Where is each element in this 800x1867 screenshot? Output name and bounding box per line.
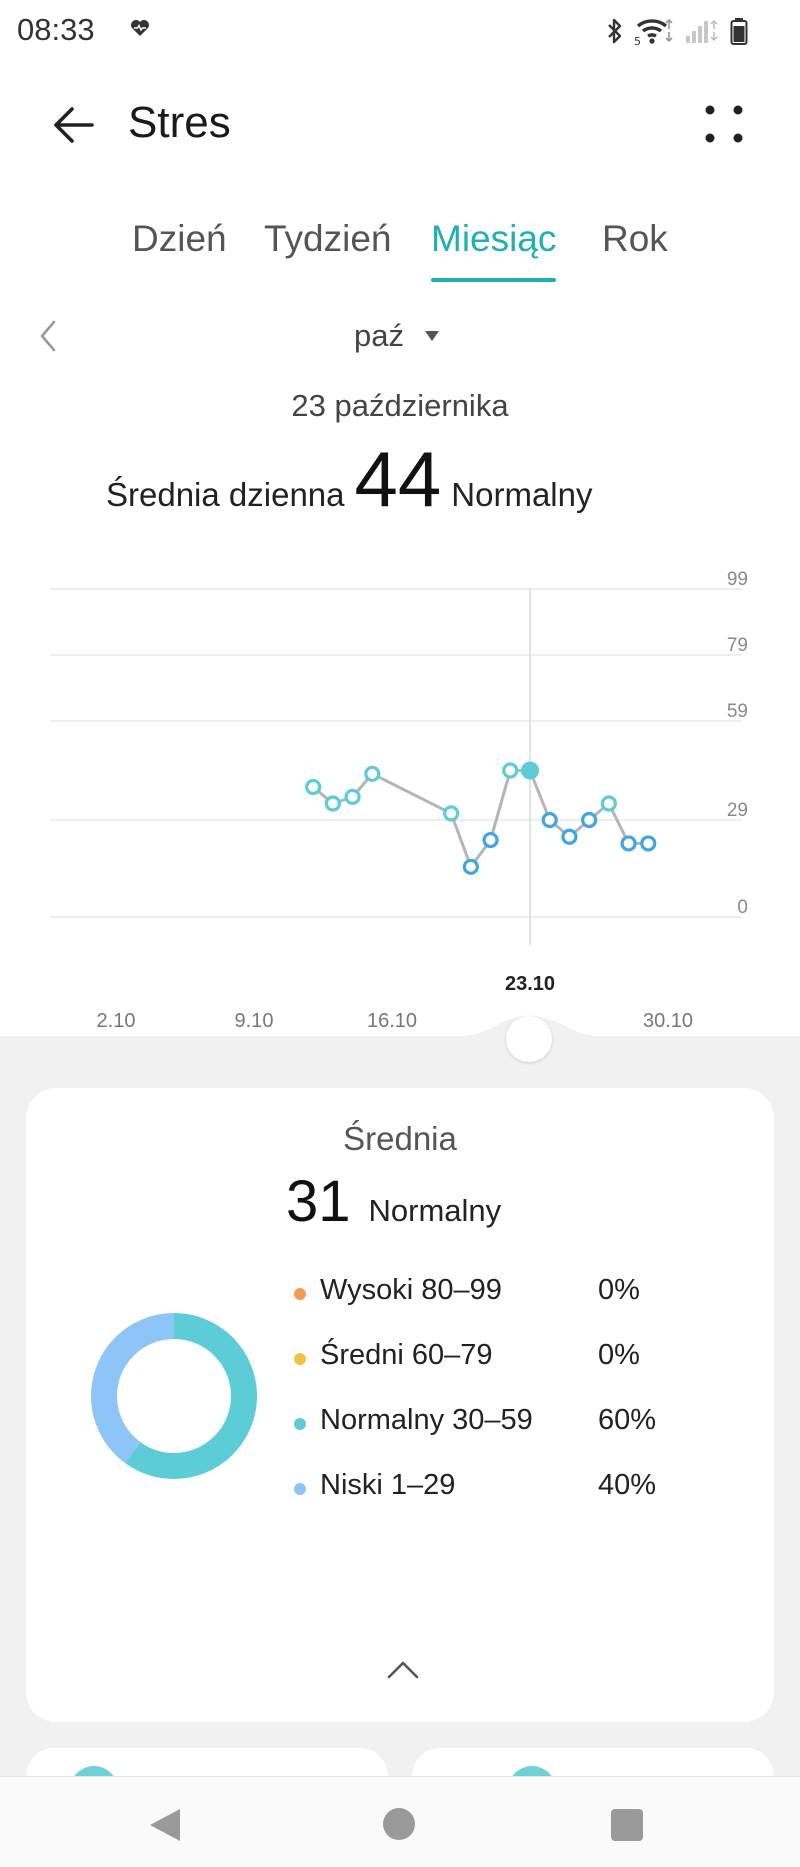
date-slider-handle[interactable] [506, 1016, 552, 1062]
signal-icon [686, 19, 718, 43]
period-label[interactable]: paź [354, 318, 404, 353]
legend-dot-medium [294, 1353, 306, 1365]
daily-average: Średnia dzienna 44 Normalny [106, 440, 592, 518]
arrow-left-icon[interactable] [48, 98, 104, 154]
legend-label: Średni 60–79 [320, 1339, 493, 1371]
data-point [364, 765, 381, 782]
summary-status: Normalny [368, 1193, 502, 1228]
legend-label: Wysoki 80–99 [320, 1274, 502, 1306]
y-tick-label: 29 [727, 800, 748, 821]
legend-label: Niski 1–29 [320, 1469, 456, 1501]
battery-icon [730, 18, 748, 45]
donut-segment [91, 1313, 257, 1479]
data-point [600, 795, 617, 812]
data-point [640, 835, 657, 852]
stress-line-chart[interactable]: 99 79 59 29 0 2.10 9.10 16.10 30.10 23.10 [0, 560, 800, 1040]
summary-title: Średnia [343, 1120, 457, 1157]
data-point-selected [521, 761, 539, 780]
summary-average: 31 Normalny [286, 1168, 501, 1235]
tab-week[interactable]: Tydzień [264, 218, 392, 259]
legend-percent: 40% [598, 1469, 657, 1501]
nav-home-icon[interactable] [383, 1808, 415, 1840]
x-tick-label: 2.10 [97, 1010, 136, 1032]
data-point [502, 762, 519, 779]
four-dots-icon[interactable] [700, 100, 750, 150]
chevron-up-icon[interactable] [386, 1658, 420, 1680]
legend-item-normal: Normalny 30–59 60% [294, 1398, 674, 1463]
caret-down-icon[interactable] [424, 330, 440, 342]
data-point [443, 805, 460, 822]
y-tick-label: 0 [737, 897, 748, 918]
legend-item-high: Wysoki 80–99 0% [294, 1268, 674, 1333]
wifi-icon: 5 [634, 16, 674, 48]
legend-dot-high [294, 1288, 306, 1300]
x-tick-label: 30.10 [643, 1010, 693, 1032]
tab-month[interactable]: Miesiąc [431, 218, 557, 282]
status-time: 08:33 [17, 12, 95, 47]
page-title: Stres [128, 98, 231, 147]
legend-percent: 60% [598, 1404, 657, 1436]
status-icons: 5 [606, 14, 748, 48]
data-point [324, 795, 341, 812]
x-tick-label: 9.10 [235, 1010, 274, 1032]
bluetooth-icon [608, 18, 622, 44]
selected-date: 23 października [291, 388, 509, 423]
legend-item-low: Niski 1–29 40% [294, 1463, 674, 1528]
system-nav-bar [0, 1776, 800, 1867]
data-point [344, 788, 361, 806]
legend-percent: 0% [598, 1339, 640, 1371]
x-tick-label: 16.10 [367, 1010, 417, 1032]
data-point [462, 858, 479, 875]
data-point [561, 828, 578, 845]
legend-dot-low [294, 1483, 306, 1495]
tab-year[interactable]: Rok [602, 218, 668, 259]
daily-average-value: 44 [354, 435, 442, 523]
tab-day[interactable]: Dzień [132, 218, 227, 259]
data-point [620, 835, 637, 852]
nav-back-icon[interactable] [148, 1807, 182, 1843]
legend-dot-normal [294, 1418, 306, 1430]
nav-recents-icon[interactable] [611, 1809, 643, 1841]
stress-legend: Wysoki 80–99 0% Średni 60–79 0% Normalny… [294, 1268, 674, 1528]
legend-label: Normalny 30–59 [320, 1404, 533, 1436]
y-tick-label: 79 [727, 635, 748, 656]
wifi-badge: 5 [634, 35, 641, 48]
period-tabs: Dzień Tydzień Miesiąc Rok [0, 218, 800, 284]
chevron-left-icon[interactable] [30, 316, 66, 356]
daily-average-status: Normalny [451, 476, 593, 513]
distribution-donut [91, 1313, 257, 1479]
daily-average-label: Średnia dzienna [106, 476, 345, 513]
heart-pulse-icon [131, 20, 149, 36]
y-tick-label: 59 [727, 701, 748, 722]
legend-percent: 0% [598, 1274, 640, 1306]
data-point [482, 831, 499, 849]
status-bar: 08:33 5 [0, 0, 800, 62]
data-point [581, 811, 598, 829]
data-point [541, 811, 558, 829]
series-line [312, 769, 649, 870]
selected-day-label: 23.10 [505, 973, 555, 995]
y-tick-label: 99 [727, 569, 748, 590]
legend-item-medium: Średni 60–79 0% [294, 1333, 674, 1398]
summary-card: Średnia 31 Normalny Wysoki 80–99 0% Śred… [26, 1088, 774, 1722]
summary-value: 31 [286, 1169, 351, 1234]
data-point [305, 778, 322, 796]
